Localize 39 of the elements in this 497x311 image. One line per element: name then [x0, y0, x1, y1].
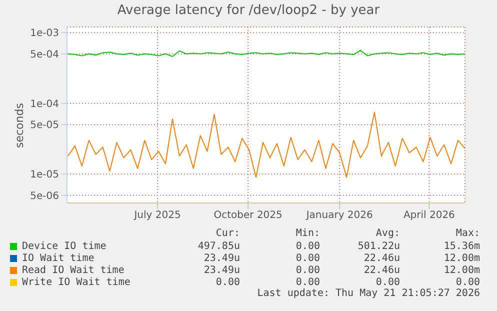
legend-label: IO Wait time: [22, 252, 94, 264]
y-tick-label: 1e-03: [30, 28, 59, 40]
text: 501.22u: [356, 240, 400, 252]
text: 12.00m: [442, 264, 480, 276]
text: 15.36m: [442, 240, 480, 252]
text: Cur:: [214, 228, 240, 240]
text: 0.00: [374, 276, 400, 288]
line-series: [67, 50, 465, 57]
legend-label: Read IO Wait time: [22, 264, 124, 276]
text: Min:: [294, 228, 320, 240]
text: 0.00: [454, 276, 480, 288]
y-tick-label: 5e-04: [30, 49, 59, 60]
x-tick-label: July 2025: [133, 210, 181, 222]
y-tick-label: 1e-05: [30, 170, 59, 181]
text: Last update: Thu May 21 21:05:27 2026: [256, 288, 480, 300]
text: 22.46u: [362, 264, 400, 276]
text: 23.49u: [202, 264, 240, 276]
y-tick-label: 5e-06: [30, 190, 59, 202]
x-tick-label: April 2026: [403, 210, 455, 222]
y-tick-label: 1e-04: [30, 98, 59, 110]
text: 22.46u: [362, 252, 400, 264]
text: 12.00m: [442, 252, 480, 264]
text: 0.00: [294, 276, 320, 288]
text: 0.00: [214, 276, 240, 288]
text: 0.00: [294, 252, 320, 264]
text: 0.00: [294, 264, 320, 276]
text: 0.00: [294, 240, 320, 252]
text: 23.49u: [202, 252, 240, 264]
legend-label: Write IO Wait time: [22, 276, 130, 288]
text: Avg:: [374, 228, 400, 240]
y-tick-label: 5e-05: [30, 120, 59, 132]
line-series: [67, 112, 465, 178]
text: 497.85u: [196, 240, 240, 252]
chart-title: Average latency for /dev/loop2 - by year: [116, 3, 381, 18]
y-axis-title: seconds: [12, 102, 26, 148]
x-tick-label: October 2025: [214, 210, 282, 222]
legend-label: Device IO time: [22, 240, 106, 252]
x-tick-label: January 2026: [305, 210, 373, 222]
text: Max:: [454, 228, 480, 240]
